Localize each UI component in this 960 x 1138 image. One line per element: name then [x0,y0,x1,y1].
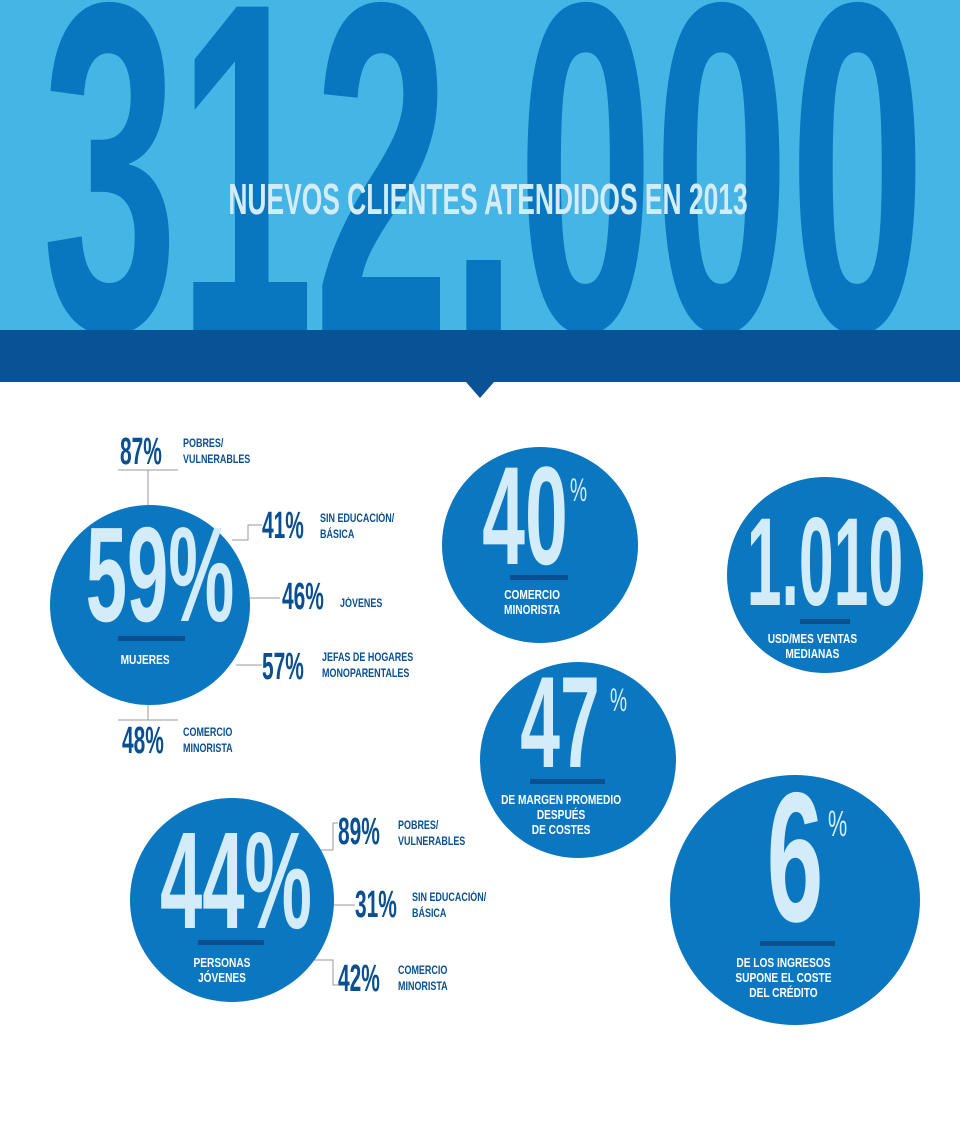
line: BÁSICA [412,908,447,920]
segment-value: 59% [85,499,235,650]
detail-text: SIN EDUCACIÓN/BÁSICA [412,890,486,922]
circle [727,477,923,673]
circle [130,798,334,1002]
line: BÁSICA [320,529,355,541]
stat-value: 6 [766,755,824,961]
detail-value: 48% [122,720,164,762]
stat-value: 47 [520,649,600,795]
detail-text: POBRES/VULNERABLES [183,436,250,468]
line: SIN EDUCACIÓN/ [412,892,487,904]
circle [442,447,638,643]
line: COMERCIO [398,965,448,977]
line: MINORISTA [504,602,561,617]
line: VULNERABLES [398,836,466,848]
detail-text: COMERCIO MINORISTA [183,725,233,757]
detail-text: POBRES/VULNERABLES [398,818,465,850]
segment-value: 44% [160,804,312,958]
line: POBRES/ [183,438,224,450]
detail-value: 89% [338,811,380,853]
header-band [0,0,960,330]
line: JÓVENES [340,598,383,610]
connectors [118,469,355,986]
detail-text: JEFAS DE HOGARES MONOPARENTALES [322,650,413,682]
circles [50,447,923,1025]
line: PERSONAS [193,955,251,970]
underline [198,940,264,945]
stat-unit: % [570,472,588,508]
underline [760,941,835,946]
underline [118,636,185,641]
detail-text: JÓVENES [340,596,382,612]
line: MONOPARENTALES [322,668,410,680]
stat-label: COMERCIO MINORISTA [504,587,560,617]
underlines [118,575,850,946]
stat-value: 40 [482,437,568,594]
line: DEL CRÉDITO [749,985,818,1000]
line: SIN EDUCACIÓN/ [320,513,395,525]
header-bar [0,330,960,382]
connector [232,524,262,541]
line: DE COSTES [531,822,591,837]
line: USD/MES VENTAS [767,631,858,646]
stat-unit: % [828,803,848,844]
detail-text: COMERCIO MINORISTA [398,963,448,995]
line: DESPUÉS [536,807,586,822]
stat-label: USD/MES VENTAS MEDIANAS [768,631,857,661]
segment-label: MUJERES [120,652,170,667]
line: COMERCIO [183,727,233,739]
line: MINORISTA [183,743,233,755]
stat-label: DE LOS INGRESOS SUPONE EL COSTE DEL CRÉDIT… [735,955,831,1000]
line: JEFAS DE HOGARES [322,652,414,664]
pointer [466,382,494,398]
stat-value: 1.010 [746,493,904,632]
line: SUPONE EL COSTE [735,970,832,985]
underline [800,619,850,624]
line: DE LOS INGRESOS [736,955,831,970]
line: POBRES/ [398,820,439,832]
detail-value: 42% [338,958,380,1000]
segment-label: PERSONAS JÓVENES [194,955,251,985]
connector [300,959,338,986]
stat-label: DE MARGEN PROMEDIO DESPUÉS DE COSTES [501,792,621,837]
detail-value: 46% [282,576,324,618]
header-subtitle: NUEVOS CLIENTES ATENDIDOS EN 2013 [228,175,748,224]
detail-value: 87% [120,431,162,473]
detail-text: SIN EDUCACIÓN/BÁSICA [320,511,394,543]
line: VULNERABLES [183,454,251,466]
detail-value: 57% [262,646,304,688]
circle [50,505,250,705]
line: JÓVENES [198,970,246,985]
underline [530,779,605,784]
detail-value: 31% [355,884,397,926]
line: MINORISTA [398,981,448,993]
circle [480,662,676,858]
circle [670,775,920,1025]
line: DE MARGEN PROMEDIO [501,792,622,807]
detail-value: 41% [262,505,304,547]
line: COMERCIO [504,587,560,602]
line: MEDIANAS [785,646,840,661]
underline [510,575,568,580]
stat-unit: % [610,682,628,718]
